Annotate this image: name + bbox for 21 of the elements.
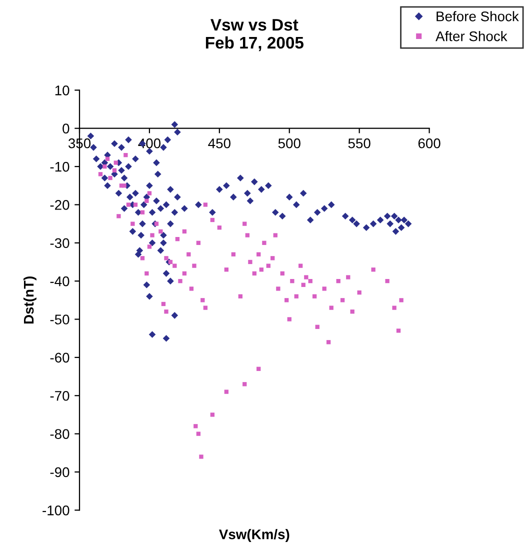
x-tick-label: 550 — [348, 138, 370, 148]
legend-label: After Shock — [436, 31, 508, 42]
y-tick-label: -90 — [50, 467, 70, 478]
x-tick-label: 450 — [208, 138, 230, 148]
y-tick-label: -20 — [50, 200, 70, 210]
y-tick-label: -70 — [50, 390, 70, 401]
y-tick-label: -30 — [50, 238, 70, 248]
y-tick-label: -10 — [50, 162, 70, 172]
chart-title: Vsw vs Dst Feb 17, 2005 — [206, 19, 304, 52]
x-tick-label: 600 — [418, 138, 440, 148]
legend-label: Before Shock — [436, 11, 519, 22]
y-tick-label: -60 — [50, 352, 70, 363]
x-tick-label: 500 — [278, 138, 300, 148]
y-tick-label: -40 — [50, 276, 70, 286]
x-axis-title: Vsw(Km/s) — [218, 529, 290, 542]
y-tick-label: 10 — [55, 85, 70, 96]
y-tick-label: -50 — [50, 314, 70, 324]
y-axis-title: Dst(nT) — [23, 276, 36, 324]
y-tick-label: 0 — [62, 124, 70, 134]
y-tick-label: -80 — [50, 429, 70, 439]
y-tick-label: -100 — [42, 505, 70, 516]
